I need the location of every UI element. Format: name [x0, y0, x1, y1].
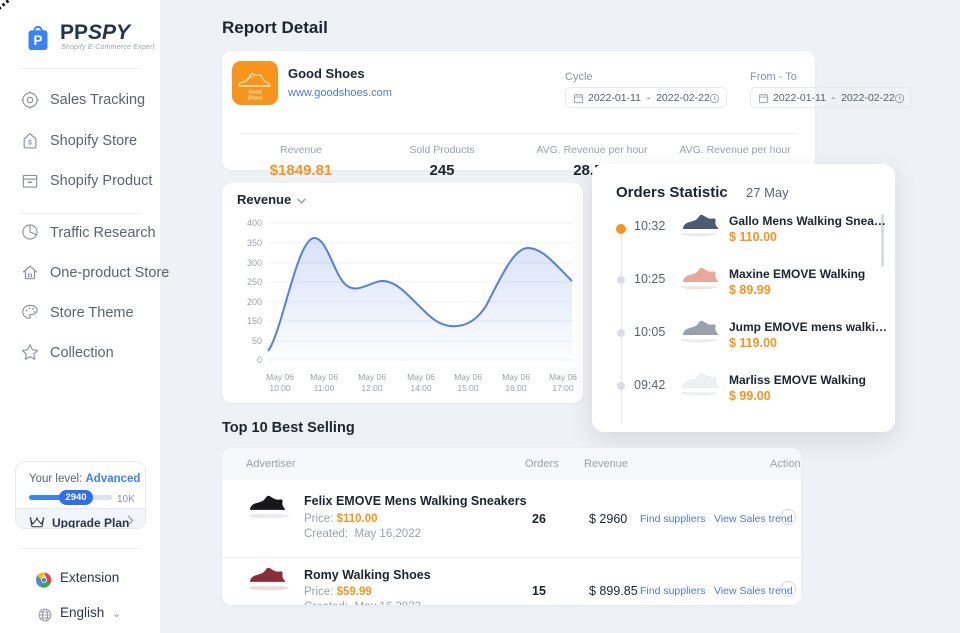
svg-text:May 06: May 06: [549, 372, 577, 382]
svg-text:16:00: 16:00: [505, 383, 527, 393]
svg-text:12:00: 12:00: [361, 383, 383, 393]
svg-text:0: 0: [257, 355, 262, 365]
svg-text:10:00: 10:00: [269, 383, 291, 393]
svg-text:17:00: 17:00: [552, 383, 574, 393]
svg-text:P: P: [33, 33, 42, 48]
svg-text:350: 350: [247, 238, 262, 248]
svg-text:May 06: May 06: [454, 372, 482, 382]
svg-text:250: 250: [247, 277, 262, 287]
svg-text:May 06: May 06: [310, 372, 338, 382]
svg-text:May 06: May 06: [266, 372, 294, 382]
svg-text:50: 50: [252, 336, 262, 346]
svg-text:11:00: 11:00: [314, 383, 335, 393]
svg-text:15:00: 15:00: [457, 383, 479, 393]
svg-text:400: 400: [247, 218, 262, 228]
svg-text:May 06: May 06: [407, 372, 435, 382]
svg-text:300: 300: [247, 258, 262, 268]
svg-text:150: 150: [247, 316, 262, 326]
svg-text:May 06: May 06: [358, 372, 386, 382]
svg-text:14:00: 14:00: [410, 383, 432, 393]
svg-text:May 06: May 06: [502, 372, 530, 382]
svg-text:200: 200: [247, 297, 262, 307]
svg-text:Shoes: Shoes: [247, 95, 262, 101]
svg-text:$: $: [28, 140, 32, 147]
